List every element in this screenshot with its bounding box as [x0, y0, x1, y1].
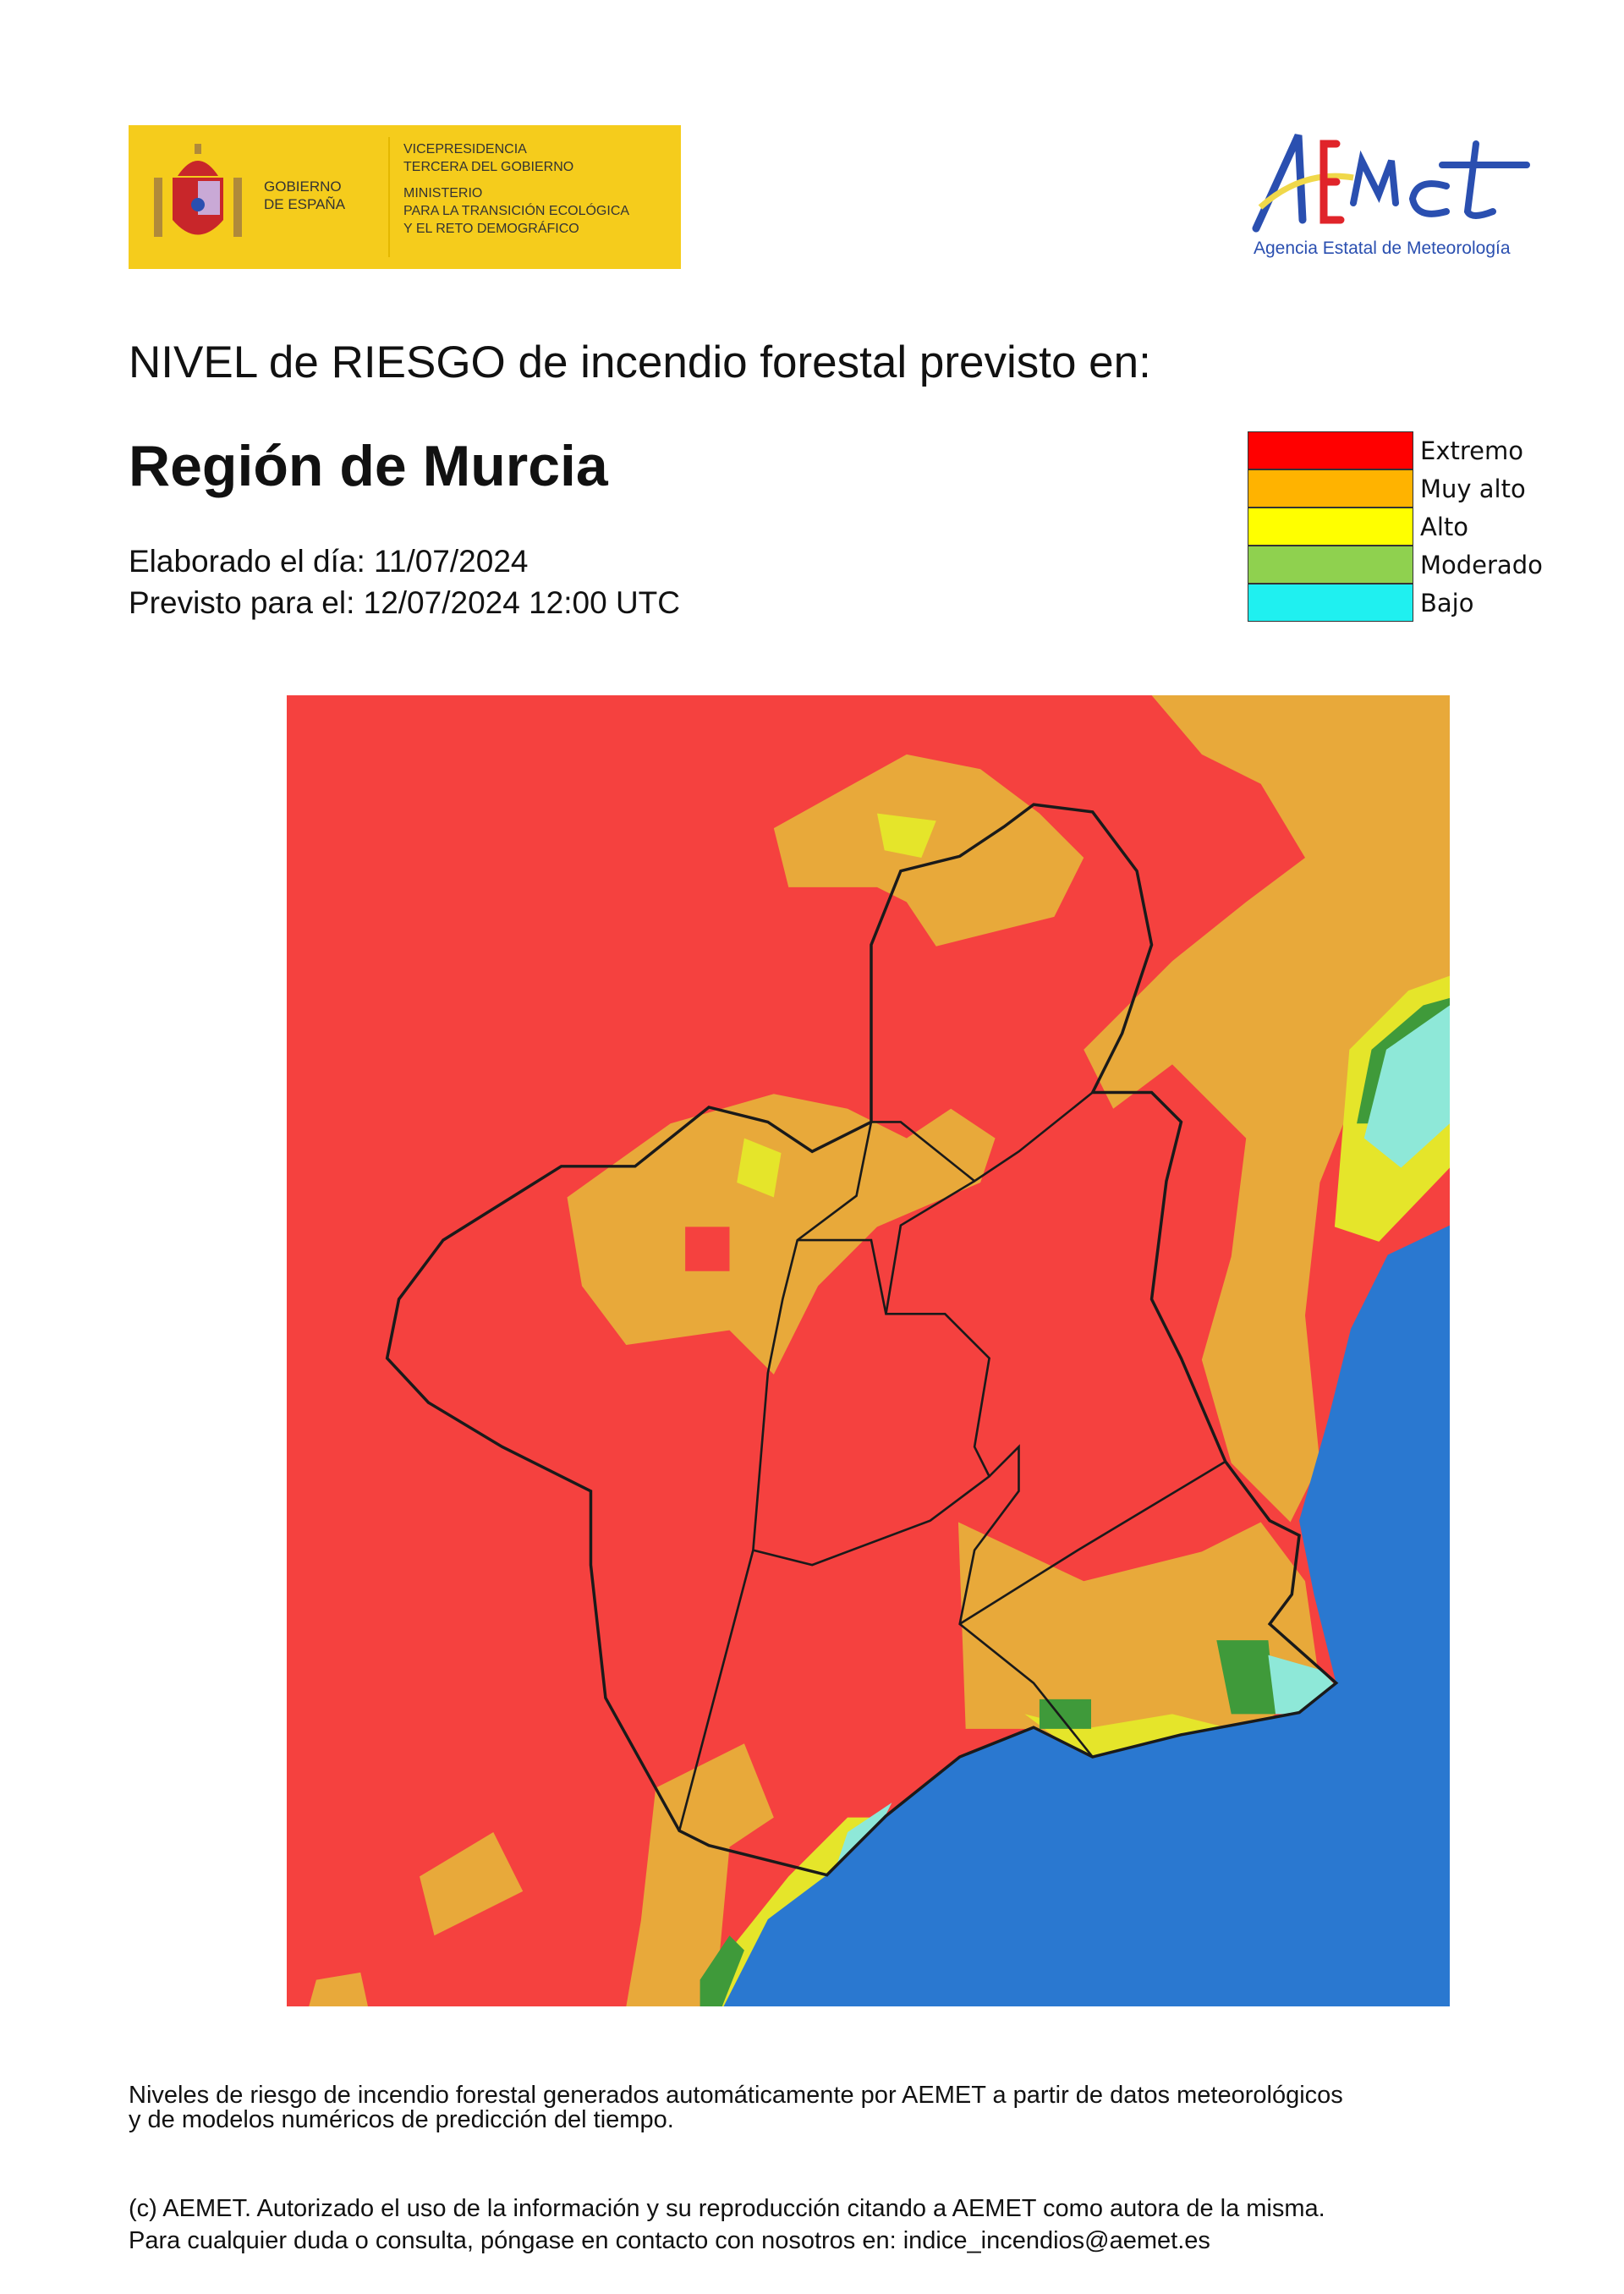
legend-swatch	[1248, 431, 1413, 469]
footer-copyright: (c) AEMET. Autorizado el uso de la infor…	[129, 2192, 1566, 2257]
map-moderado-area	[700, 1935, 744, 2006]
gov-logo-line2: DE ESPAÑA	[264, 196, 346, 212]
elaborado-date: Elaborado el día: 11/07/2024	[129, 544, 529, 579]
logo-divider	[388, 137, 390, 257]
legend-item-moderado: Moderado	[1248, 546, 1543, 584]
legend-item-bajo: Bajo	[1248, 584, 1543, 622]
district-border	[753, 1238, 991, 1567]
map-muy-alto-area	[309, 1972, 368, 2006]
map-muy-alto-area	[420, 1832, 524, 1936]
copyright-line1: (c) AEMET. Autorizado el uso de la infor…	[129, 2195, 1325, 2222]
legend-item-alto: Alto	[1248, 508, 1543, 546]
copyright-line2[interactable]: Para cualquier duda o consulta, póngase …	[129, 2227, 1210, 2254]
map-muy-alto-area	[626, 1743, 774, 2006]
map-moderado-area	[1216, 1640, 1276, 1715]
district-border	[885, 1180, 975, 1314]
aemet-wordmark-icon	[1252, 134, 1530, 233]
legend-label: Alto	[1420, 512, 1469, 541]
region-border	[385, 803, 1339, 1877]
map-extremo-area	[685, 1227, 730, 1271]
district-border	[958, 1460, 1226, 1626]
ministry-line: PARA LA TRANSICIÓN ECOLÓGICA	[403, 204, 630, 218]
previsto-date: Previsto para el: 12/07/2024 12:00 UTC	[129, 585, 680, 620]
gov-logo-line1: GOBIERNO	[264, 178, 342, 195]
map-muy-alto-area	[773, 754, 1084, 947]
coat-of-arms-icon	[154, 144, 242, 237]
legend-label: Moderado	[1420, 550, 1543, 579]
footer-note: Niveles de riesgo de incendio forestal g…	[129, 2082, 1566, 2133]
legend-swatch	[1248, 584, 1413, 622]
map-muy-alto-areas	[309, 695, 1450, 2006]
district-border	[958, 1444, 1094, 1758]
fire-risk-map	[287, 695, 1450, 2006]
legend-swatch	[1248, 546, 1413, 584]
map-sea	[723, 1225, 1450, 2006]
gobierno-espana-logo: GOBIERNO DE ESPAÑA VICEPRESIDENCIA TERCE…	[129, 125, 681, 269]
map-bajo-area	[1363, 1005, 1450, 1168]
aemet-logo: Agencia Estatal de Meteorología	[1252, 127, 1556, 271]
map-alto-area	[876, 813, 936, 859]
legend-swatch	[1248, 469, 1413, 508]
map-muy-alto-area	[567, 1094, 996, 1375]
legend-item-muy-alto: Muy alto	[1248, 469, 1543, 508]
ministry-line: MINISTERIO	[403, 186, 483, 200]
page-title: NIVEL de RIESGO de incendio forestal pre…	[129, 338, 1151, 387]
risk-legend: Extremo Muy alto Alto Moderado Bajo	[1248, 431, 1543, 622]
ministry-line: TERCERA DEL GOBIERNO	[403, 160, 574, 174]
legend-label: Muy alto	[1420, 474, 1526, 503]
ministry-line: VICEPRESIDENCIA	[403, 142, 527, 156]
legend-label: Extremo	[1420, 436, 1523, 465]
legend-item-extremo: Extremo	[1248, 431, 1543, 469]
ministry-line: Y EL RETO DEMOGRÁFICO	[403, 222, 579, 236]
region-name: Región de Murcia	[129, 434, 608, 498]
legend-swatch	[1248, 508, 1413, 546]
map-alto-area	[737, 1138, 782, 1198]
footer-note-line2: y de modelos numéricos de predicción del…	[129, 2106, 674, 2133]
legend-label: Bajo	[1420, 588, 1474, 617]
footer-note-line1: Niveles de riesgo de incendio forestal g…	[129, 2082, 1343, 2109]
aemet-subtitle: Agencia Estatal de Meteorología	[1254, 239, 1511, 258]
map-muy-alto-area	[1084, 695, 1450, 1523]
municipal-borders	[678, 1091, 1226, 1831]
